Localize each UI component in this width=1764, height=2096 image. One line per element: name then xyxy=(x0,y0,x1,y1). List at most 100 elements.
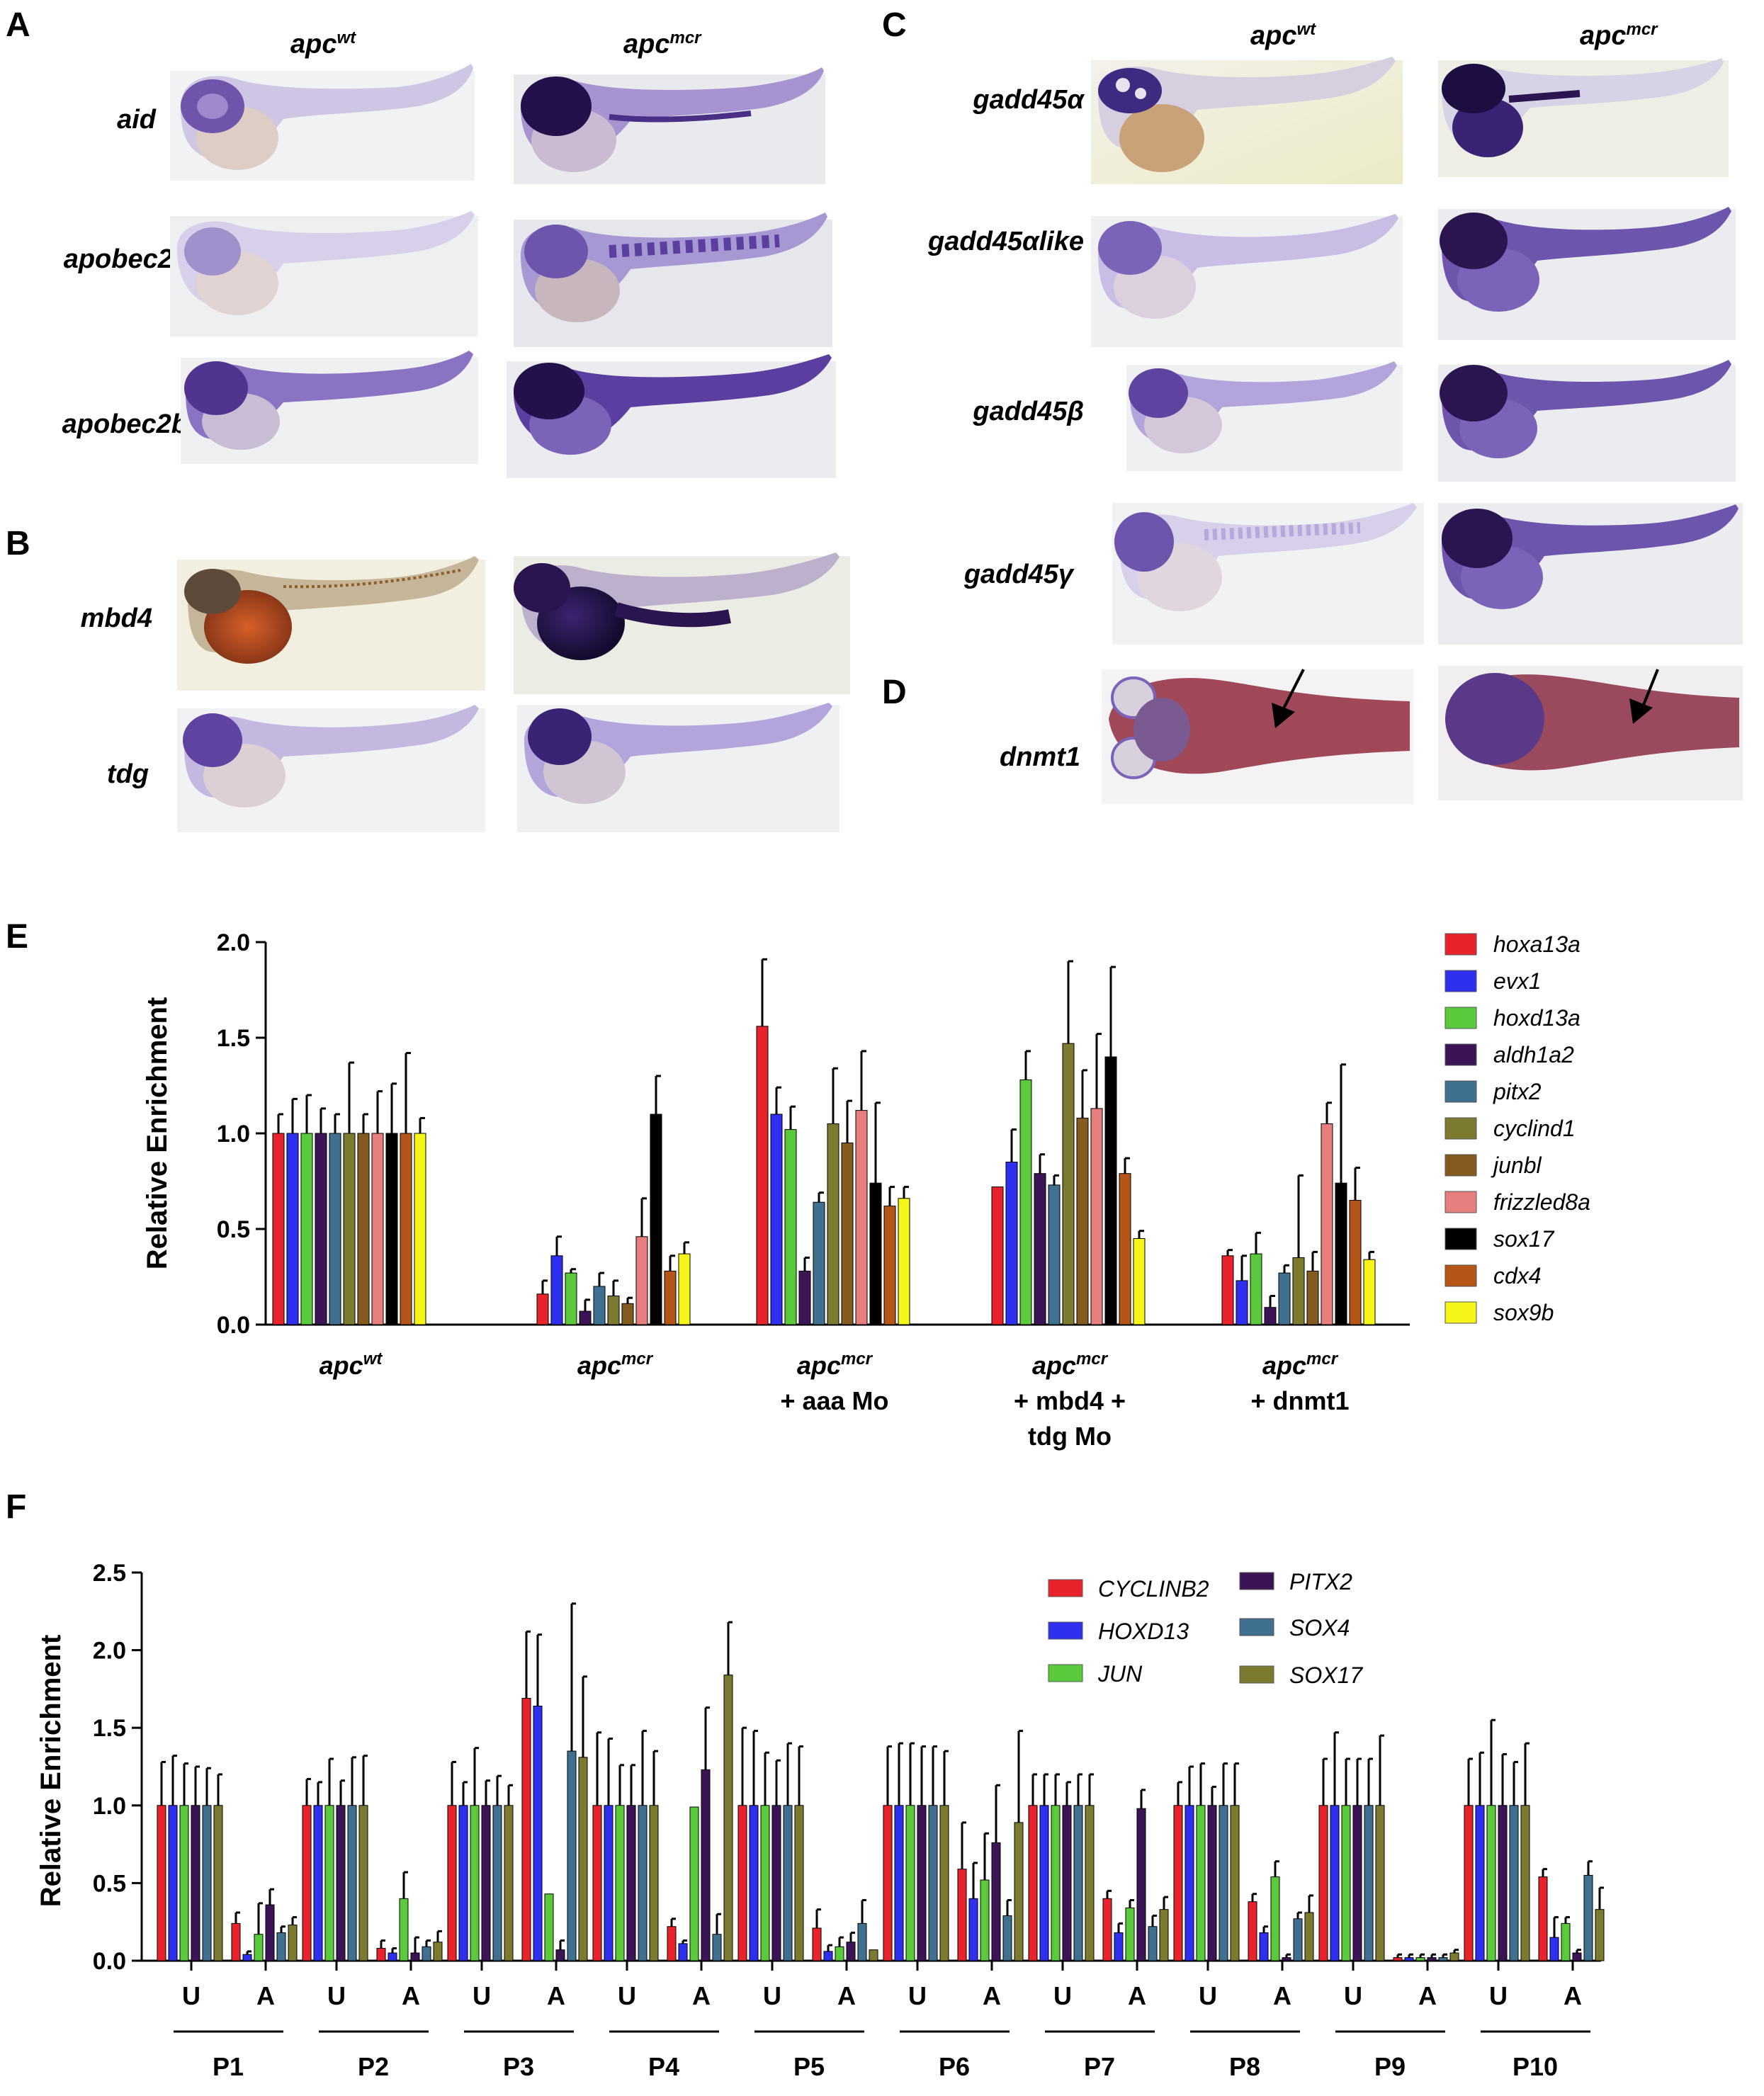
bar-frizzled8a xyxy=(855,1110,868,1325)
group-label: apcmcr xyxy=(1262,1349,1339,1380)
bar-JUN xyxy=(1051,1805,1061,1961)
bar-PITX2 xyxy=(410,1952,420,1961)
bar-CYCLINB2 xyxy=(521,1698,531,1961)
arrow-head-icon xyxy=(1629,698,1653,724)
bar-CYCLINB2 xyxy=(883,1805,893,1961)
bar-cyclind1 xyxy=(827,1123,839,1325)
bar-pitx2 xyxy=(593,1286,606,1325)
legend-label-aldh1a2: aldh1a2 xyxy=(1493,1042,1574,1067)
bar-CYCLINB2 xyxy=(1318,1805,1328,1961)
embryo-gadd45a-mcr xyxy=(1438,58,1729,177)
bar-sox17 xyxy=(650,1114,662,1325)
embryo-dnmt1-wt xyxy=(1102,669,1413,804)
bar-hoxd13a xyxy=(1250,1253,1262,1325)
embryo-gadd45g-mcr xyxy=(1438,503,1743,645)
pair-label: P10 xyxy=(1513,2052,1558,2081)
bar-pitx2 xyxy=(813,1201,825,1325)
bar-HOXD13 xyxy=(1259,1932,1269,1961)
bar-SOX4 xyxy=(1148,1926,1158,1961)
bar-junbl xyxy=(1306,1270,1319,1325)
panel-label-B: B xyxy=(6,525,30,562)
bar-SOX4 xyxy=(276,1932,286,1961)
bar-HOXD13 xyxy=(1549,1937,1559,1961)
bar-SOX17 xyxy=(1085,1805,1095,1961)
chart-f-relative-enrichment: 0.0 0.5 1.0 1.5 2.0 2.5 Relative Enrichment U A P… xyxy=(35,1560,1605,2081)
bar-cdx4 xyxy=(400,1133,412,1325)
subgroup-label: U xyxy=(1344,1981,1362,2010)
bar-junbl xyxy=(1076,1117,1089,1325)
y-axis-title: Relative Enrichment xyxy=(35,1635,67,1908)
gene-label-gadd45a: gadd45α xyxy=(973,85,1084,115)
bar-JUN xyxy=(399,1898,409,1961)
bar-PITX2 xyxy=(191,1805,200,1961)
bar-SOX4 xyxy=(1438,1957,1448,1961)
subgroup-label: A xyxy=(837,1981,856,2010)
subgroup-label: A xyxy=(983,1981,1001,2010)
group-label-sup: wt xyxy=(363,1349,383,1369)
bar-sox9b xyxy=(1363,1259,1376,1325)
subgroup-label: A xyxy=(1564,1981,1582,2010)
bar-SOX17 xyxy=(794,1805,804,1961)
bar-SOX4 xyxy=(422,1946,431,1961)
bar-HOXD13 xyxy=(749,1805,759,1961)
bar-JUN xyxy=(544,1893,554,1961)
bar-sox9b xyxy=(678,1253,691,1325)
bar-PITX2 xyxy=(555,1949,565,1961)
bar-HOXD13 xyxy=(168,1805,178,1961)
gene-label-apobec2a: apobec2a xyxy=(63,244,188,274)
embryo-gadd45alike-wt xyxy=(1091,214,1403,347)
subgroup-label: A xyxy=(692,1981,711,2010)
bar-CYCLINB2 xyxy=(957,1869,967,1961)
bar-PITX2 xyxy=(1498,1805,1508,1961)
legend-label-HOXD13: HOXD13 xyxy=(1098,1619,1189,1644)
legend-swatch-hoxd13a xyxy=(1444,1007,1477,1029)
y-tick-label: 2.5 xyxy=(93,1560,126,1587)
pair-label: P5 xyxy=(793,2052,825,2081)
subgroup-label: A xyxy=(547,1981,565,2010)
bar-sox17 xyxy=(385,1133,398,1325)
bar-JUN xyxy=(1486,1805,1496,1961)
embryo-apobec2b-mcr xyxy=(507,354,836,478)
bar-HOXD13 xyxy=(1330,1805,1340,1961)
subgroup-label: U xyxy=(327,1981,346,2010)
bar-CYCLINB2 xyxy=(592,1805,602,1961)
group-label-text: apc xyxy=(1262,1351,1306,1380)
legend-swatch-pitx2 xyxy=(1444,1080,1477,1103)
bar-SOX4 xyxy=(492,1805,502,1961)
bar-SOX17 xyxy=(578,1757,588,1961)
bar-CYCLINB2 xyxy=(1464,1805,1474,1961)
legend-label-cyclind1: cyclind1 xyxy=(1493,1116,1576,1141)
bar-HOXD13 xyxy=(242,1954,252,1961)
bar-cyclind1 xyxy=(607,1296,620,1325)
bar-SOX17 xyxy=(1159,1909,1169,1961)
bar-SOX17 xyxy=(1595,1909,1605,1961)
bar-CYCLINB2 xyxy=(1538,1876,1548,1961)
bar-frizzled8a xyxy=(1321,1123,1333,1325)
bar-aldh1a2 xyxy=(315,1133,327,1325)
pair-label: P1 xyxy=(213,2052,244,2081)
embryo-tdg-mcr xyxy=(517,703,839,832)
bar-sox9b xyxy=(1133,1238,1146,1325)
bar-PITX2 xyxy=(265,1904,275,1961)
legend-label-cdx4: cdx4 xyxy=(1493,1263,1542,1288)
bar-JUN xyxy=(615,1805,625,1961)
pair-label: P7 xyxy=(1084,2052,1115,2081)
bar-SOX4 xyxy=(1073,1805,1083,1961)
bar-cdx4 xyxy=(883,1206,896,1325)
bar-JUN xyxy=(1561,1922,1571,1961)
bar-SOX17 xyxy=(1230,1805,1240,1961)
subgroup-label: A xyxy=(402,1981,420,2010)
gene-label-gadd45b: gadd45β xyxy=(973,397,1084,426)
pair-label: P2 xyxy=(358,2052,389,2081)
bar-sox9b xyxy=(414,1133,426,1325)
y-tick-label: 1.0 xyxy=(93,1793,126,1820)
pair-label: P4 xyxy=(648,2052,679,2081)
legend-swatch-sox9b xyxy=(1444,1301,1477,1324)
legend-swatch-SOX4 xyxy=(1239,1618,1274,1636)
bar-PITX2 xyxy=(771,1805,781,1961)
legend-swatch-hoxa13a xyxy=(1444,933,1477,956)
embryo-gadd45b-wt xyxy=(1126,361,1403,471)
subgroup-label: A xyxy=(256,1981,275,2010)
bar-CYCLINB2 xyxy=(231,1922,241,1961)
bar-SOX4 xyxy=(638,1805,648,1961)
